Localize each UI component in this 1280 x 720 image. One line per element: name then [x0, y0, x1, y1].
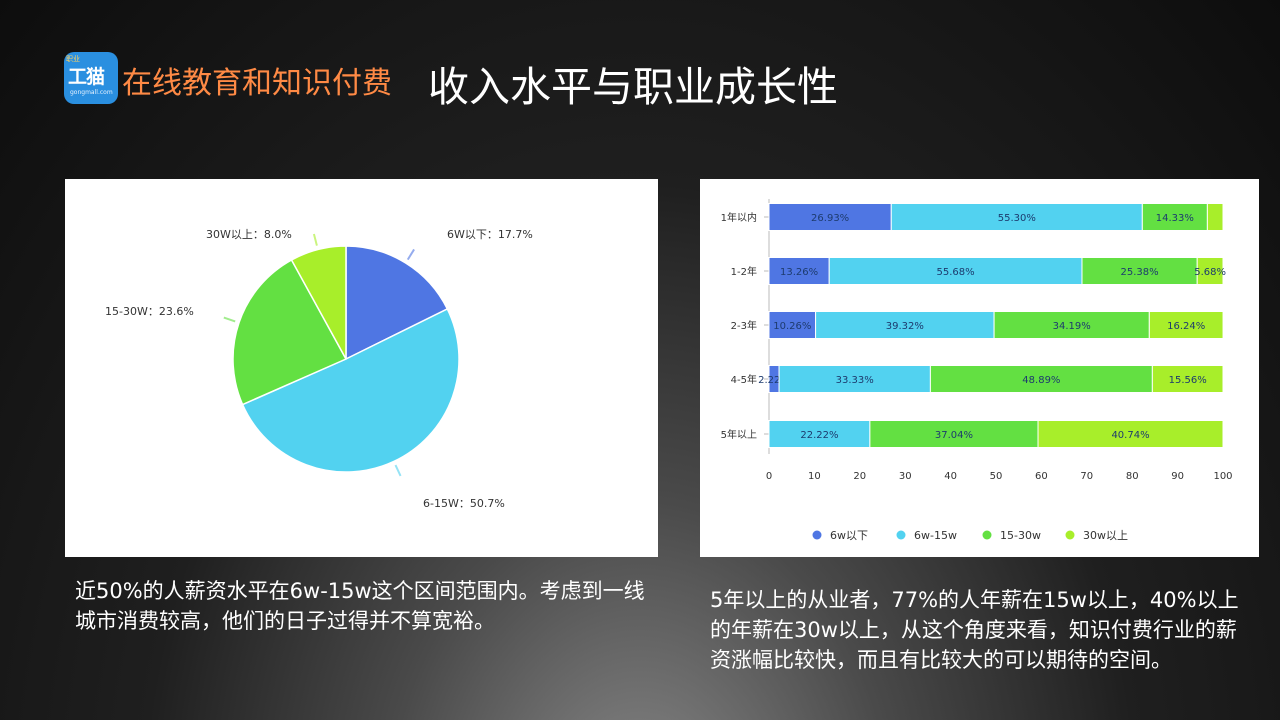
- bar-segment: [768, 203, 892, 231]
- x-tick-label: 60: [1035, 471, 1048, 482]
- pie-chart: 6W以下：17.7% 6-15W：50.7% 15-30W：23.6% 30W以上：8…: [105, 228, 533, 510]
- bar-data-label: 55.30%: [998, 213, 1036, 224]
- bar-data-label: 16.24%: [1167, 321, 1205, 332]
- bar-segment: [828, 257, 1083, 285]
- bar-segment: [815, 311, 995, 339]
- bar-segment: [1151, 365, 1224, 393]
- y-tick-label: 4-5年: [731, 373, 757, 386]
- x-tick-label: 30: [899, 471, 912, 482]
- bar-segment: [929, 365, 1153, 393]
- x-tick-label: 20: [853, 471, 866, 482]
- legend-marker: [982, 530, 992, 540]
- bar-data-label: 22.22%: [800, 430, 838, 441]
- pie-leader-line: [394, 464, 402, 477]
- pie-slice-label: 6-15W：50.7%: [423, 497, 505, 510]
- bar-segment: [869, 420, 1039, 448]
- x-tick-label: 10: [808, 471, 821, 482]
- bar-data-label: 37.04%: [935, 430, 973, 441]
- caption-right: 5年以上的从业者，77%的人年薪在15w以上，40%以上的年薪在30w以上，从这…: [710, 588, 1239, 672]
- x-tick-label: 40: [944, 471, 957, 482]
- bar-data-label: 40.74%: [1111, 430, 1149, 441]
- bar-segment: [768, 420, 871, 448]
- bar-segment: [1037, 420, 1224, 448]
- slide-title: 收入水平与职业成长性: [428, 63, 838, 111]
- y-tick-label: 1年以内: [721, 211, 757, 224]
- bar-chart-panel: 1年以内 26.93% 55.30% 14.33% 1-2年 13.26% 55.68% 25…: [700, 179, 1259, 557]
- x-tick-label: 0: [766, 471, 772, 482]
- pie-slice: [345, 245, 449, 361]
- pie-leader-line: [223, 316, 236, 323]
- x-tick-label: 80: [1126, 471, 1139, 482]
- legend-label: 30w以上: [1083, 529, 1128, 542]
- bar-data-label: 25.38%: [1121, 267, 1159, 278]
- y-tick-label: 2-3年: [731, 319, 757, 332]
- bar-segment: [778, 365, 931, 393]
- y-tick-label: 5年以上: [721, 428, 757, 441]
- bar-data-label: 14.33%: [1156, 213, 1194, 224]
- bar-segment: [1196, 257, 1224, 285]
- bar-segment: [1081, 257, 1198, 285]
- bar-data-label: 39.32%: [886, 321, 924, 332]
- caption-left: 近50%的人薪资水平在6w-15w这个区间范围内。考虑到一线城市消费较高，他们的…: [75, 579, 645, 633]
- bar-segment: [768, 311, 817, 339]
- pie-slice: [290, 245, 347, 360]
- bar-data-label: 34.19%: [1053, 321, 1091, 332]
- pie-chart-panel: 6W以下：17.7% 6-15W：50.7% 15-30W：23.6% 30W以上：8…: [65, 179, 658, 557]
- x-tick-label: 70: [1080, 471, 1093, 482]
- pie-slice: [241, 307, 460, 473]
- pie-leader-line: [406, 248, 415, 261]
- bar-data-label: 26.93%: [811, 213, 849, 224]
- bar-data-label: 2.22%: [758, 375, 790, 386]
- logo-text: 工猫: [68, 66, 105, 88]
- bar-segment: [1148, 311, 1224, 339]
- bar-data-label: 33.33%: [836, 375, 874, 386]
- pie-slice: [232, 258, 348, 406]
- legend-label: 15-30w: [1000, 529, 1041, 542]
- legend-label: 6w-15w: [914, 529, 957, 542]
- logo-url: gongmall.com: [70, 89, 113, 96]
- gongmao-logo: 职业 工猫 gongmall.com: [64, 52, 118, 104]
- bar-segment: [993, 311, 1150, 339]
- bar-segment: [1141, 203, 1208, 231]
- bar-segment: [1206, 203, 1224, 231]
- pie-slice-label: 30W以上：8.0%: [206, 228, 292, 241]
- bar-data-label: 5.68%: [1194, 267, 1226, 278]
- legend-marker: [1065, 530, 1075, 540]
- bar-segment: [890, 203, 1143, 231]
- pie-slice-label: 6W以下：17.7%: [447, 228, 533, 241]
- brand-subtitle: 在线教育和知识付费: [122, 66, 392, 101]
- legend-marker: [812, 530, 822, 540]
- pie-slice-label: 15-30W：23.6%: [105, 305, 194, 318]
- bar-data-label: 13.26%: [780, 267, 818, 278]
- x-tick-label: 90: [1171, 471, 1184, 482]
- y-tick-label: 1-2年: [731, 265, 757, 278]
- bar-data-label: 55.68%: [937, 267, 975, 278]
- bar-data-label: 48.89%: [1022, 375, 1060, 386]
- bar-data-label: 10.26%: [773, 321, 811, 332]
- bar-data-label: 15.56%: [1169, 375, 1207, 386]
- legend-label: 6w以下: [830, 529, 868, 542]
- logo-tag: 职业: [66, 55, 80, 63]
- pie-leader-line: [312, 233, 318, 246]
- x-tick-label: 50: [990, 471, 1003, 482]
- stacked-bar-chart: 1年以内 26.93% 55.30% 14.33% 1-2年 13.26% 55.68% 25…: [721, 199, 1233, 542]
- x-tick-label: 100: [1213, 471, 1232, 482]
- legend-marker: [896, 530, 906, 540]
